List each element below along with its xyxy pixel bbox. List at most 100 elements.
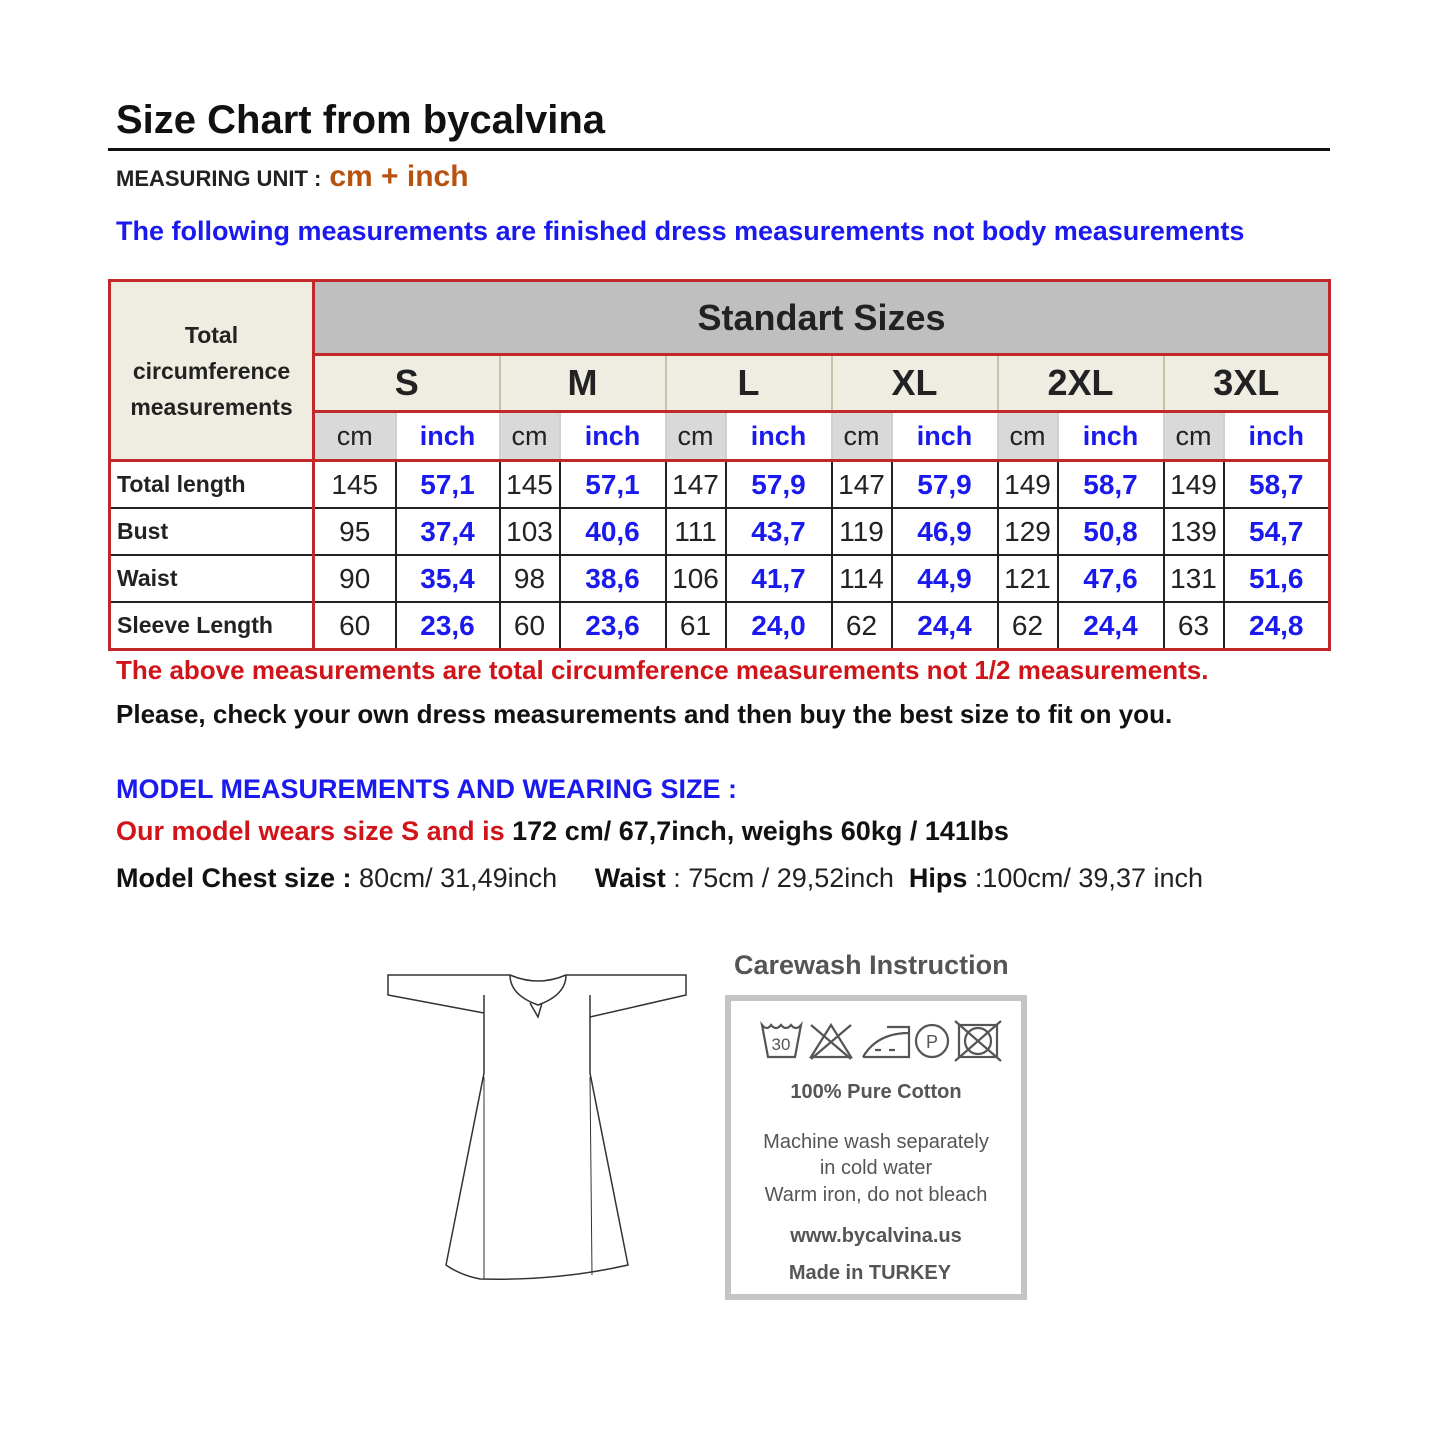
- size-chart-table: Total circumference measurements Standar…: [108, 279, 1331, 651]
- row-label: Sleeve Length: [108, 601, 315, 651]
- cell-inch: 24,8: [1222, 601, 1331, 651]
- cell-cm: 119: [830, 507, 893, 556]
- corner-line: circumference: [132, 357, 291, 384]
- model-wears-line: Our model wears size S and is 172 cm/ 67…: [116, 816, 1009, 847]
- hips-value: :100cm/ 39,37 inch: [967, 863, 1204, 893]
- cell-cm: 147: [664, 459, 727, 509]
- measuring-unit-label: MEASURING UNIT :: [116, 166, 322, 191]
- title-divider: [108, 148, 1330, 151]
- cell-inch: 46,9: [890, 507, 999, 556]
- unit-inch-header: inch: [394, 410, 501, 462]
- cell-cm: 98: [498, 554, 561, 603]
- cell-inch: 58,7: [1222, 459, 1331, 509]
- unit-inch-header: inch: [890, 410, 999, 462]
- cell-cm: 139: [1162, 507, 1225, 556]
- cell-cm: 95: [312, 507, 397, 556]
- row-label: Total length: [108, 459, 315, 509]
- unit-cm-header: cm: [498, 410, 561, 462]
- cell-cm: 60: [498, 601, 561, 651]
- size-header-s: S: [312, 353, 501, 413]
- cell-inch: 57,9: [890, 459, 999, 509]
- cell-inch: 24,0: [724, 601, 833, 651]
- cell-cm: 145: [498, 459, 561, 509]
- cell-cm: 60: [312, 601, 397, 651]
- dress-sketch-icon: [387, 974, 687, 1280]
- care-label-box: 30 P 100% Pure Cotton Machine wash separ…: [725, 995, 1027, 1300]
- size-header-m: M: [498, 353, 667, 413]
- cell-cm: 62: [830, 601, 893, 651]
- row-label: Waist: [108, 554, 315, 603]
- table-row: Bust 95 37,4 103 40,6 111 43,7 119 46,9 129 50,8 13…: [108, 507, 1331, 556]
- check-size-note: Please, check your own dress measurement…: [116, 699, 1173, 729]
- cell-inch: 44,9: [890, 554, 999, 603]
- unit-cm-header: cm: [996, 410, 1059, 462]
- unit-header-row: cm inch cm inch cm inch cm inch cm inch cm inch: [110, 410, 1331, 462]
- cell-cm: 149: [996, 459, 1059, 509]
- unit-cm-header: cm: [664, 410, 727, 462]
- cell-cm: 114: [830, 554, 893, 603]
- measuring-unit: MEASURING UNIT : cm + inch: [116, 160, 469, 194]
- model-wears-size: Our model wears size S and is: [116, 816, 505, 846]
- cell-cm: 103: [498, 507, 561, 556]
- svg-text:30: 30: [772, 1035, 791, 1054]
- measuring-unit-value: cm + inch: [329, 160, 469, 193]
- model-height-weight: 172 cm/ 67,7inch, weighs 60kg / 141lbs: [504, 816, 1009, 846]
- chest-value: 80cm/ 31,49inch: [351, 863, 595, 893]
- dry-clean-p-icon: P: [914, 1023, 950, 1059]
- cell-cm: 63: [1162, 601, 1225, 651]
- table-row: Waist 90 35,4 98 38,6 106 41,7 114 44,9 121 47,6 13…: [108, 554, 1331, 603]
- waist-value: : 75cm / 29,52inch: [665, 863, 909, 893]
- table-row: Total length 145 57,1 145 57,1 147 57,9 147 57,9…: [108, 459, 1331, 509]
- unit-inch-header: inch: [1056, 410, 1165, 462]
- no-tumble-dry-icon: [954, 1020, 1002, 1062]
- cell-cm: 147: [830, 459, 893, 509]
- unit-cm-header: cm: [830, 410, 893, 462]
- cell-inch: 41,7: [724, 554, 833, 603]
- unit-inch-header: inch: [558, 410, 667, 462]
- cell-inch: 54,7: [1222, 507, 1331, 556]
- hips-label: Hips: [908, 863, 968, 893]
- cell-inch: 57,1: [558, 459, 667, 509]
- cell-inch: 23,6: [394, 601, 501, 651]
- cell-inch: 57,1: [394, 459, 501, 509]
- unit-cm-header: cm: [1162, 410, 1225, 462]
- cell-cm: 111: [664, 507, 727, 556]
- unit-inch-header: inch: [724, 410, 833, 462]
- chest-label: Model Chest size :: [116, 863, 352, 893]
- size-header-3xl: 3XL: [1162, 353, 1331, 413]
- size-header-xl: XL: [830, 353, 999, 413]
- cell-inch: 58,7: [1056, 459, 1165, 509]
- care-line-2: in cold water: [819, 1157, 933, 1179]
- standart-sizes-header: Standart Sizes: [312, 279, 1331, 356]
- corner-header: Total circumference measurements: [108, 279, 315, 462]
- cell-cm: 129: [996, 507, 1059, 556]
- waist-label: Waist: [594, 863, 666, 893]
- cell-cm: 121: [996, 554, 1059, 603]
- cell-inch: 23,6: [558, 601, 667, 651]
- cell-inch: 47,6: [1056, 554, 1165, 603]
- unit-cm-header: cm: [312, 410, 397, 462]
- cell-inch: 37,4: [394, 507, 501, 556]
- cell-inch: 24,4: [1056, 601, 1165, 651]
- cell-cm: 106: [664, 554, 727, 603]
- cell-inch: 50,8: [1056, 507, 1165, 556]
- website-text: www.bycalvina.us: [790, 1225, 962, 1247]
- care-title: Carewash Instruction: [734, 950, 1009, 980]
- care-line-1: Machine wash separately: [763, 1131, 989, 1153]
- cell-cm: 90: [312, 554, 397, 603]
- cell-cm: 145: [312, 459, 397, 509]
- cell-inch: 57,9: [724, 459, 833, 509]
- size-header-row: S M L XL 2XL 3XL: [110, 353, 1331, 413]
- cell-inch: 24,4: [890, 601, 999, 651]
- cell-inch: 35,4: [394, 554, 501, 603]
- row-label: Bust: [108, 507, 315, 556]
- svg-text:P: P: [926, 1032, 938, 1052]
- page-title: Size Chart from bycalvina: [116, 98, 606, 142]
- cell-inch: 43,7: [724, 507, 833, 556]
- corner-line: measurements: [130, 393, 293, 420]
- circumference-note: The above measurements are total circumf…: [116, 655, 1209, 685]
- iron-icon: [862, 1025, 911, 1059]
- size-header-2xl: 2XL: [996, 353, 1165, 413]
- cell-inch: 51,6: [1222, 554, 1331, 603]
- cell-inch: 40,6: [558, 507, 667, 556]
